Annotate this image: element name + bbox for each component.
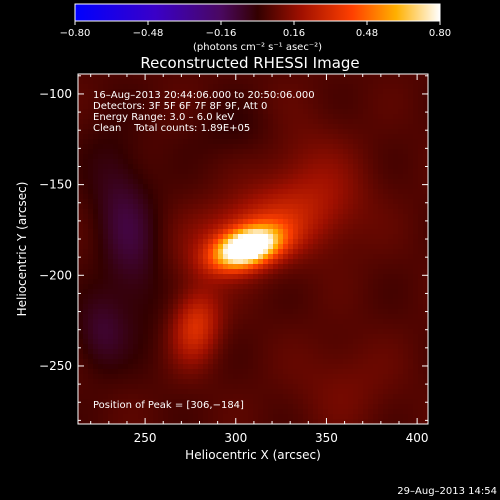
colorbar-tick-label: 0.80 [429,28,451,39]
colorbar-frame [74,3,441,22]
x-axis-label: Heliocentric X (arcsec) [185,448,321,462]
y-tick-label: −150 [39,178,72,192]
y-tick-label: −100 [39,87,72,101]
colorbar-gradient [75,4,440,21]
x-tick-label: 400 [406,431,429,445]
x-tick-label: 250 [134,431,157,445]
plot-frame [77,73,429,425]
colorbar-tick-label: 0.16 [283,28,305,39]
info-line-time: 16–Aug–2013 20:44:06.000 to 20:50:06.000 [93,90,315,101]
peak-position-label: Position of Peak = [306,−184] [93,400,244,411]
colorbar-tick-label: −0.48 [133,28,164,39]
y-axis-ticks: −100 −150 −200 −250 [39,75,428,421]
footer-timestamp: 29–Aug–2013 14:54 [397,486,497,497]
chart-title: Reconstructed RHESSI Image [140,54,359,72]
info-block: 16–Aug–2013 20:44:06.000 to 20:50:06.000… [93,90,315,134]
colorbar-ticks: −0.80 −0.48 −0.16 0.16 0.48 0.80 [60,21,451,39]
colorbar-tick-label: −0.16 [206,28,237,39]
colorbar: −0.80 −0.48 −0.16 0.16 0.48 0.80 (photons cm⁻… [60,3,451,53]
heatmap-canvas [78,74,428,424]
y-tick-label: −200 [39,268,72,282]
info-line-counts: Clean Total counts: 1.89E+05 [93,123,250,134]
info-line-energy: Energy Range: 3.0 – 6.0 keV [93,112,234,123]
y-tick-label: −250 [39,359,72,373]
x-axis-ticks: 250 300 350 400 [90,74,429,445]
colorbar-unit-label: (photons cm⁻² s⁻¹ asec⁻²) [193,42,322,53]
colorbar-tick-label: −0.80 [60,28,91,39]
plot-area: 250 300 350 400 −100 −150 −200 −250 [39,73,429,445]
x-tick-label: 350 [315,431,338,445]
colorbar-tick-label: 0.48 [356,28,378,39]
info-line-detectors: Detectors: 3F 5F 6F 7F 8F 9F, Att 0 [93,101,267,112]
x-tick-label: 300 [224,431,247,445]
y-axis-label: Heliocentric Y (arcsec) [15,182,29,317]
